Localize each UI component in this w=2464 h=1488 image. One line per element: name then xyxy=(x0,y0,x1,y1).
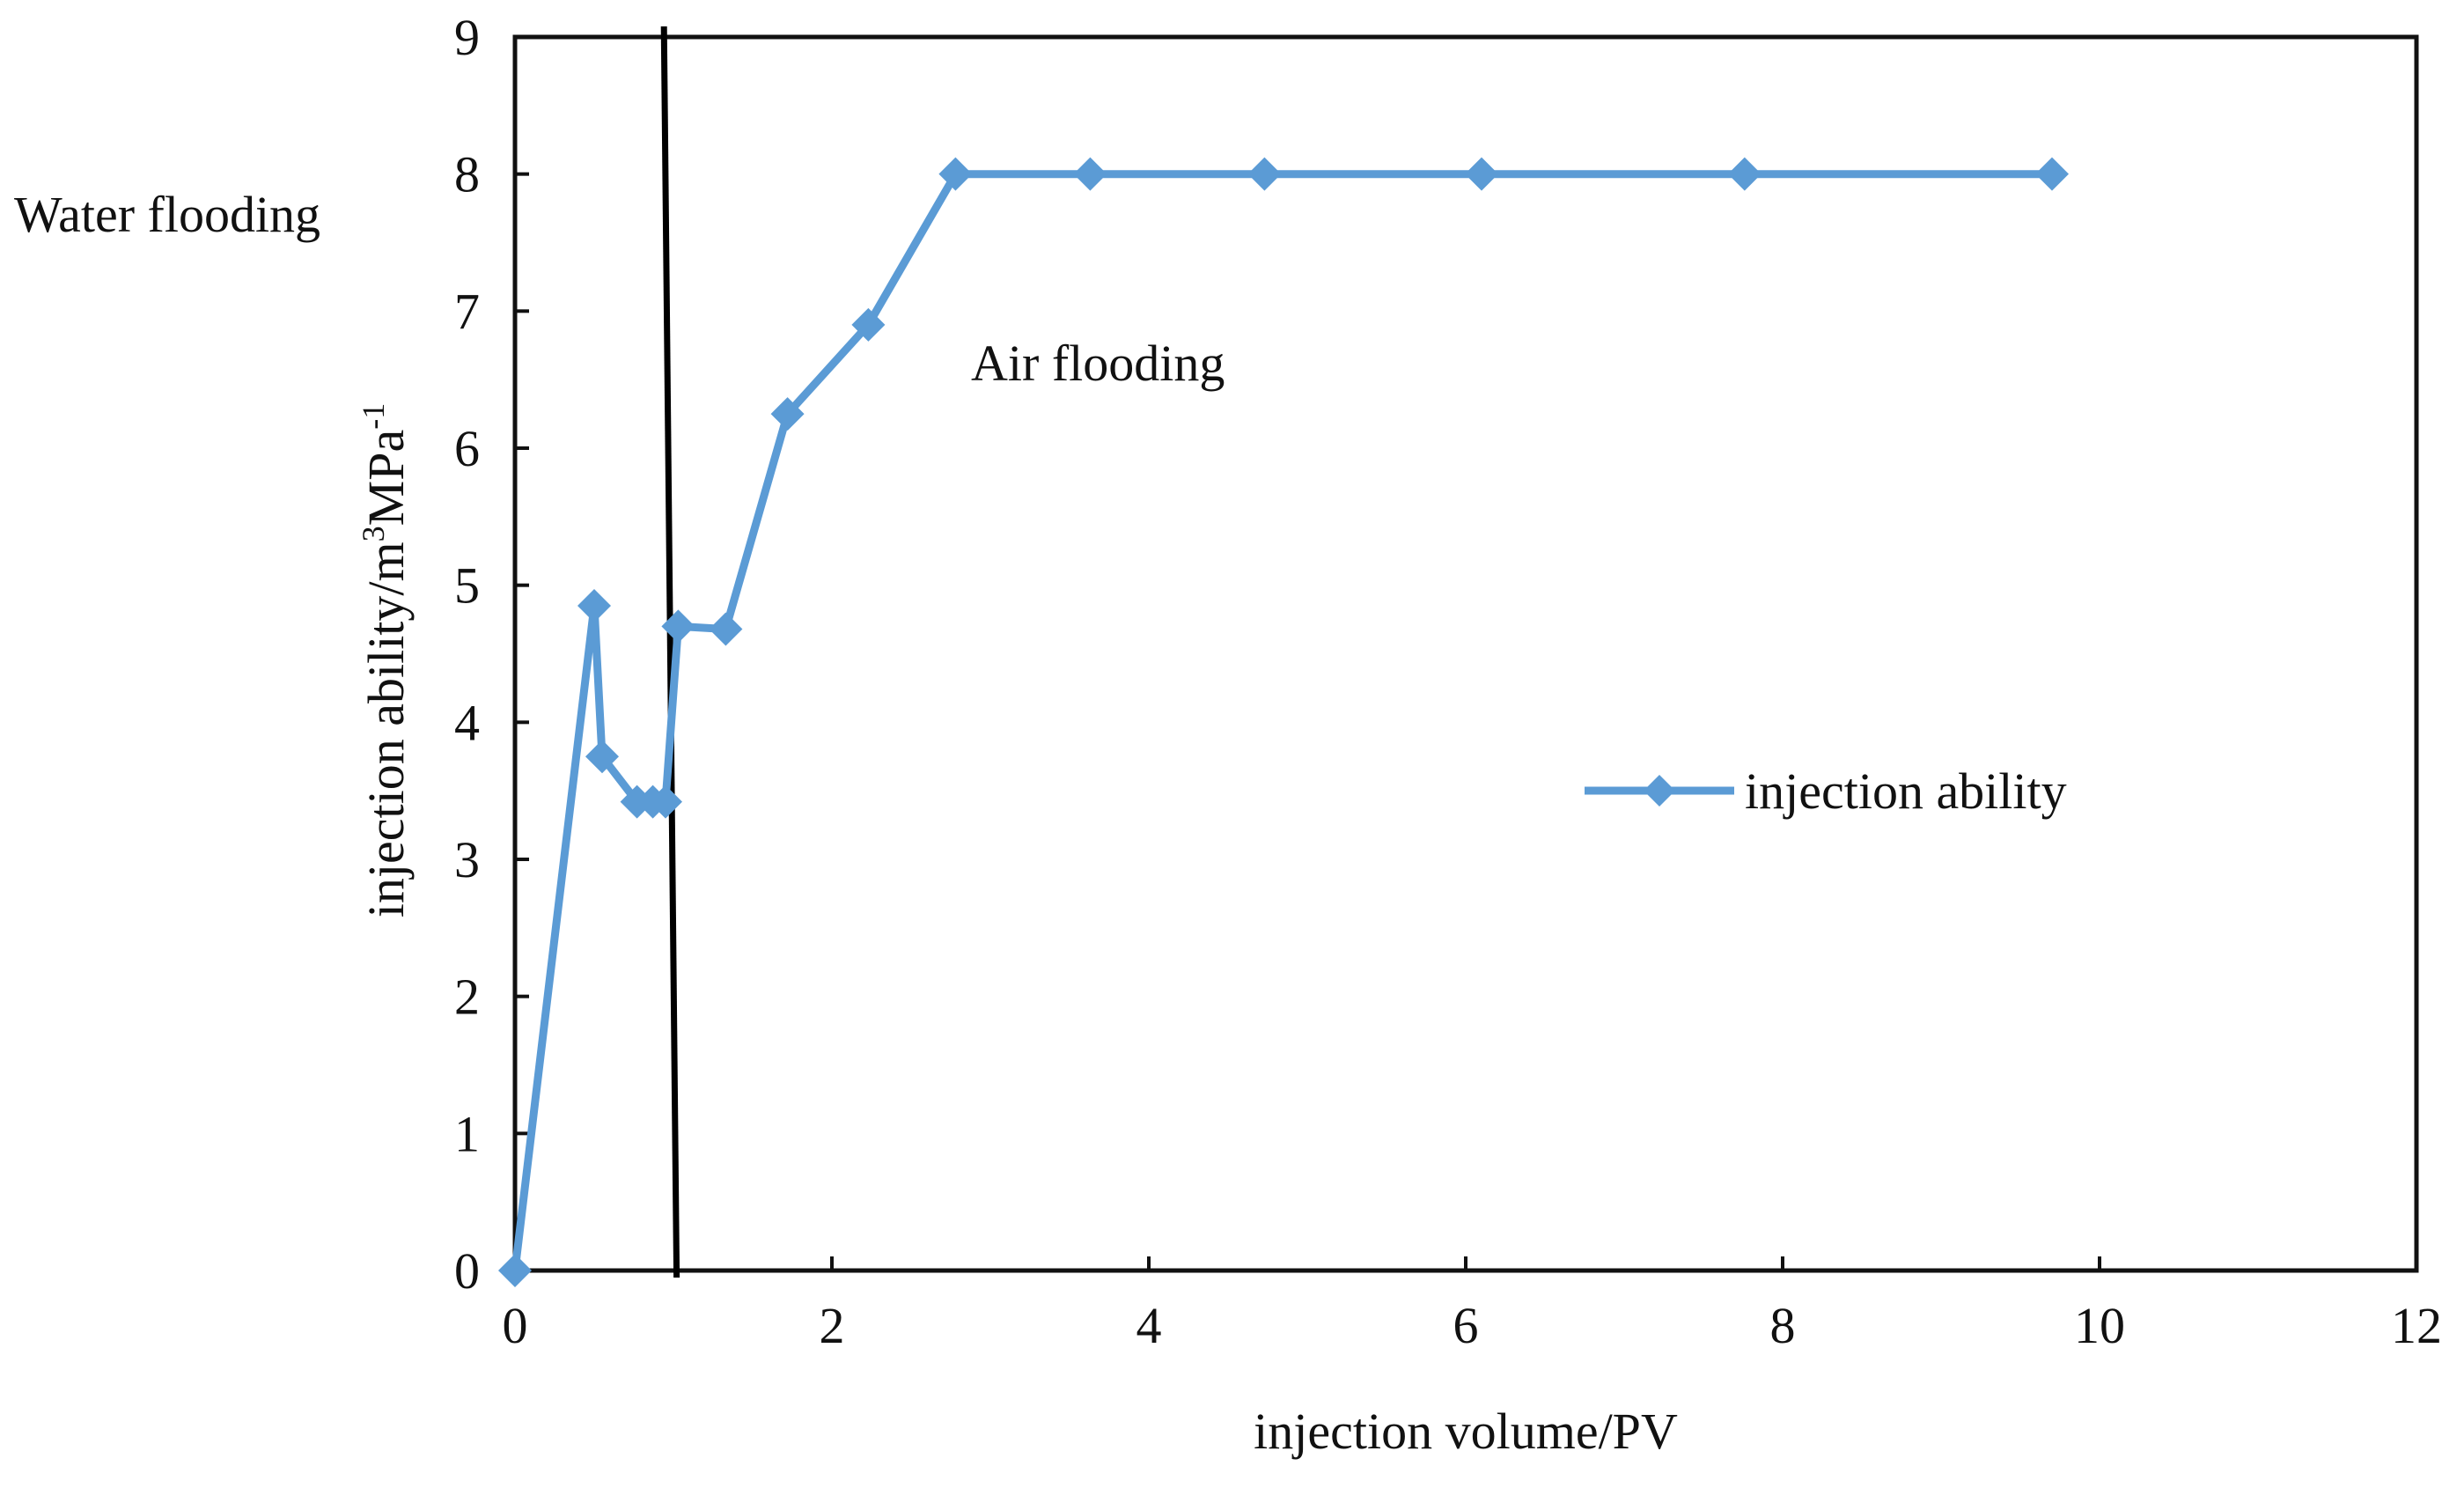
y-tick-label-1: 1 xyxy=(454,1105,480,1162)
y-tick-label-9: 9 xyxy=(454,9,480,66)
y-axis-title-mid: MPa xyxy=(357,430,415,527)
annotation-air-flooding: Air flooding xyxy=(971,335,1225,392)
data-point-7 xyxy=(709,612,743,646)
x-tick-label-1: 2 xyxy=(820,1297,845,1354)
data-point-13 xyxy=(1465,157,1498,191)
y-tick-label-3: 3 xyxy=(454,831,480,888)
legend: injection ability xyxy=(1585,762,2067,820)
data-point-2 xyxy=(585,740,619,774)
y-tick-label-4: 4 xyxy=(454,694,480,751)
x-axis-ticks: 0 2 4 6 8 10 12 xyxy=(503,1256,2442,1354)
y-axis-title-base: injection ability/m xyxy=(357,541,415,917)
data-point-5 xyxy=(649,785,682,819)
x-tick-label-6: 12 xyxy=(2391,1297,2442,1354)
data-point-10 xyxy=(938,157,973,191)
phase-divider-line xyxy=(660,26,680,1278)
x-tick-label-5: 10 xyxy=(2074,1297,2125,1354)
x-tick-label-0: 0 xyxy=(503,1297,528,1354)
data-point-12 xyxy=(1247,157,1282,191)
annotation-water-flooding: Water flooding xyxy=(14,186,320,243)
series-markers xyxy=(498,157,2069,1287)
data-point-8 xyxy=(770,397,805,431)
data-point-14 xyxy=(1727,157,1762,191)
plot-area xyxy=(512,34,2419,1273)
legend-marker xyxy=(1644,775,1675,807)
data-point-0 xyxy=(498,1254,532,1287)
x-axis-title: injection volume/PV xyxy=(1254,1403,1678,1460)
data-point-1 xyxy=(577,589,611,623)
y-tick-label-6: 6 xyxy=(454,420,480,477)
y-tick-label-5: 5 xyxy=(454,557,480,615)
y-tick-label-0: 0 xyxy=(454,1242,480,1300)
series-line-injection-ability xyxy=(511,170,2056,1275)
data-point-11 xyxy=(1073,157,1107,191)
data-point-9 xyxy=(851,307,886,342)
y-axis-ticks: 0 1 2 3 4 5 6 7 8 9 xyxy=(454,9,529,1300)
data-point-6 xyxy=(661,609,695,644)
legend-label: injection ability xyxy=(1745,762,2067,820)
y-axis-title-sup1: 3 xyxy=(356,526,391,541)
y-tick-label-2: 2 xyxy=(454,969,480,1026)
x-tick-label-4: 8 xyxy=(1770,1297,1796,1354)
x-tick-label-3: 6 xyxy=(1453,1297,1479,1354)
y-tick-label-8: 8 xyxy=(454,146,480,203)
x-tick-label-2: 4 xyxy=(1136,1297,1162,1354)
y-axis-title-sup2: -1 xyxy=(356,403,391,430)
y-tick-label-7: 7 xyxy=(454,283,480,340)
data-point-15 xyxy=(2035,157,2069,191)
y-axis-title: injection ability/m3MPa-1 xyxy=(356,403,415,917)
